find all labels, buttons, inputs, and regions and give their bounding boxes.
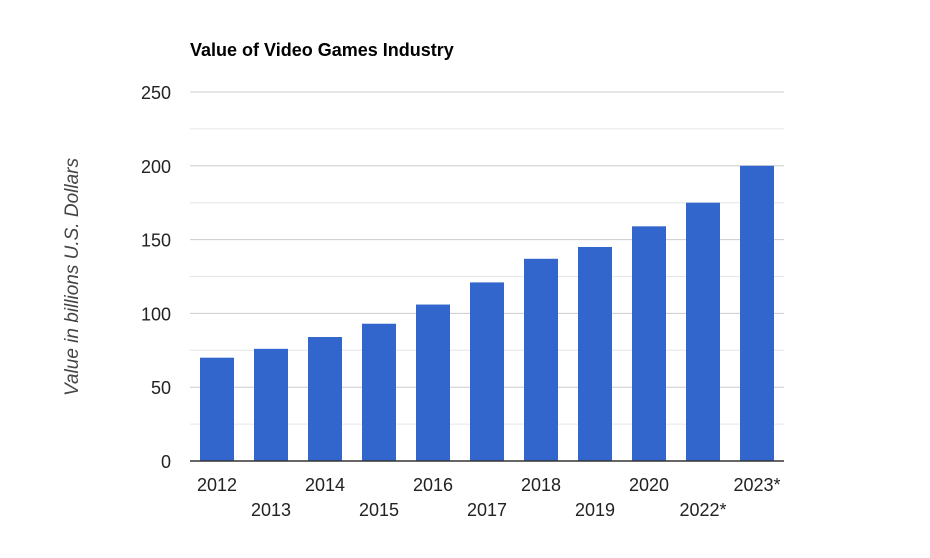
bar-2012 bbox=[200, 357, 234, 461]
y-tick-label: 50 bbox=[151, 378, 171, 398]
bar-2023 bbox=[740, 165, 774, 462]
bar-2014 bbox=[308, 337, 342, 461]
x-axis-ticks: 2012 2013 2014 2015 2016 2017 2018 2019 2020 2022… bbox=[197, 475, 781, 520]
x-tick-label: 2013 bbox=[251, 500, 291, 520]
bar-2018 bbox=[524, 258, 558, 461]
bar-2022 bbox=[686, 202, 720, 461]
y-tick-label: 0 bbox=[161, 452, 171, 472]
y-axis-label: Value in billions U.S. Dollars bbox=[62, 158, 83, 396]
bar-2013 bbox=[254, 348, 288, 461]
bars bbox=[200, 165, 774, 462]
chart-title: Value of Video Games Industry bbox=[190, 40, 454, 60]
bar-2017 bbox=[470, 282, 504, 461]
x-tick-label: 2015 bbox=[359, 500, 399, 520]
bar-2015 bbox=[362, 323, 396, 461]
y-axis-ticks: 0 50 100 150 200 250 bbox=[141, 83, 171, 472]
bar-2020 bbox=[632, 226, 666, 461]
bar-2016 bbox=[416, 304, 450, 461]
x-tick-label: 2019 bbox=[575, 500, 615, 520]
x-tick-label: 2022* bbox=[679, 500, 726, 520]
y-tick-label: 100 bbox=[141, 304, 171, 324]
bar-2019 bbox=[578, 246, 612, 461]
x-tick-label: 2018 bbox=[521, 475, 561, 495]
x-tick-label: 2017 bbox=[467, 500, 507, 520]
y-tick-label: 200 bbox=[141, 157, 171, 177]
x-tick-label: 2012 bbox=[197, 475, 237, 495]
x-tick-label: 2020 bbox=[629, 475, 669, 495]
x-tick-label: 2016 bbox=[413, 475, 453, 495]
y-tick-label: 150 bbox=[141, 231, 171, 251]
x-tick-label: 2023* bbox=[733, 475, 780, 495]
x-tick-label: 2014 bbox=[305, 475, 345, 495]
y-tick-label: 250 bbox=[141, 83, 171, 103]
